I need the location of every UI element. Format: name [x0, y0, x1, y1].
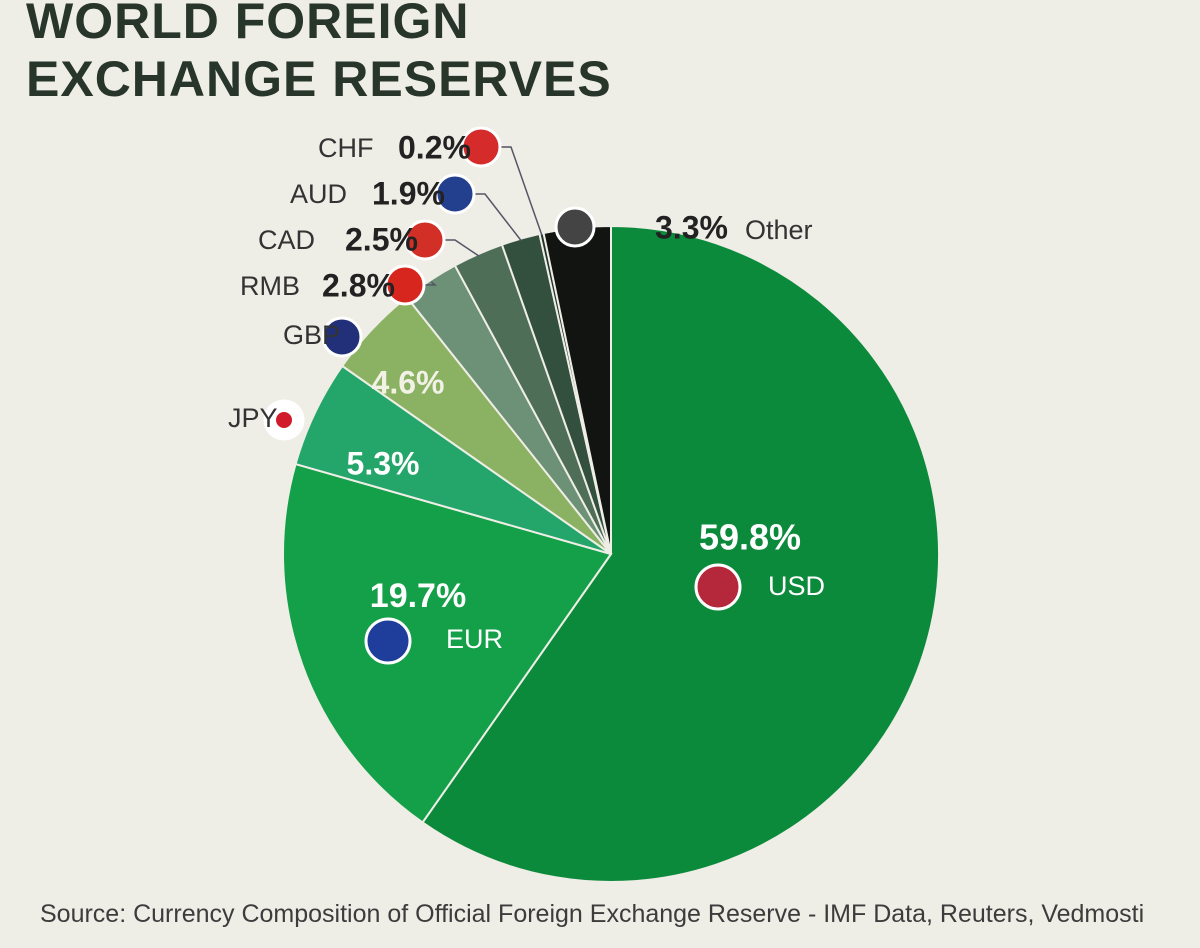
leader-line	[445, 239, 480, 257]
source: Source: Currency Composition of Official…	[40, 900, 1145, 928]
value-label: 4.6%	[372, 364, 445, 400]
flag-icon-dot	[276, 412, 292, 428]
category-label: GBP	[283, 320, 340, 350]
category-label: USD	[768, 571, 825, 601]
leader-line	[425, 281, 438, 286]
category-label: RMB	[240, 271, 300, 301]
category-label: CAD	[258, 225, 315, 255]
value-label: 19.7%	[370, 577, 466, 615]
category-label: CHF	[318, 133, 374, 163]
category-label: EUR	[446, 624, 503, 654]
pie-slice	[282, 462, 613, 824]
pie-slice	[421, 224, 940, 883]
value-label: 1.9%	[372, 175, 445, 211]
flag-icon	[460, 126, 502, 168]
leader-line	[501, 146, 543, 236]
flag-icon	[364, 617, 412, 665]
flag-icon	[694, 563, 742, 611]
category-label: AUD	[290, 179, 347, 209]
value-label: 59.8%	[699, 517, 801, 558]
value-label: 5.3%	[347, 445, 420, 481]
value-label: 0.2%	[398, 129, 471, 165]
flag-icon	[404, 219, 446, 261]
category-label: Other	[745, 215, 813, 245]
flag-icon	[554, 206, 596, 248]
flag-icon	[321, 316, 363, 358]
chart-title: WORLD FOREIGN EXCHANGE RESERVES	[26, 0, 612, 107]
category-label: JPY	[228, 403, 278, 433]
leader-line	[475, 193, 522, 242]
value-label: 3.3%	[655, 209, 728, 245]
value-label: 2.5%	[345, 221, 418, 257]
flag-icon	[384, 264, 426, 306]
chart: 59.8% USD 19.7% EUR 5.3% JPY 4.6% GBP 2.8% RMB 2.5…	[228, 126, 940, 883]
flag-icon	[434, 173, 476, 215]
value-label: 2.8%	[322, 267, 395, 303]
